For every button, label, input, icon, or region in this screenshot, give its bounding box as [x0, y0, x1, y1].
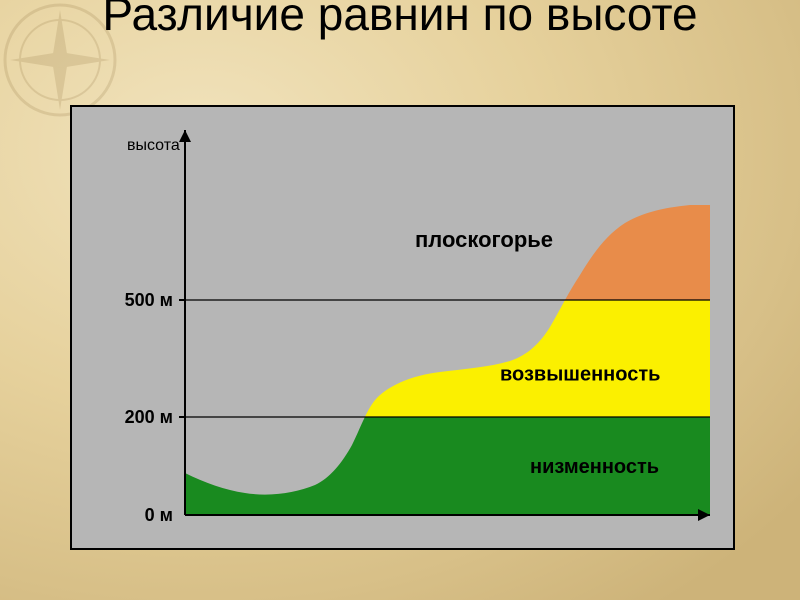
ytick-label: 200 м — [125, 407, 173, 427]
page-title: Различие равнин по высоте — [0, 0, 800, 38]
layer-label-возвышенность: возвышенность — [500, 364, 660, 386]
ytick-label: 0 м — [145, 505, 173, 525]
elevation-diagram: 0 м 200 м 500 м высота низменность возвышенно… — [70, 105, 735, 550]
y-axis-label: высота — [127, 137, 180, 154]
ytick-label: 500 м — [125, 290, 173, 310]
layer-label-плоскогорье: плоскогорье — [415, 227, 553, 252]
layer-label-низменность: низменность — [530, 456, 659, 478]
